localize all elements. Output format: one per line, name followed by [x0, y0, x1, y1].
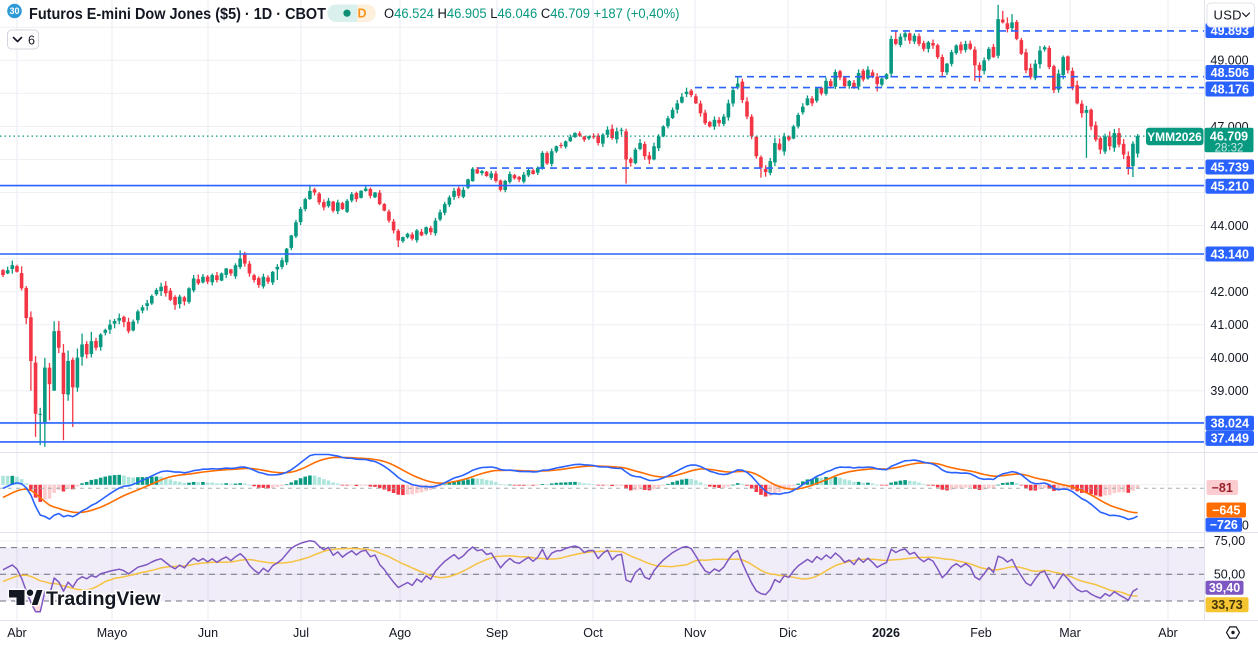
svg-text:45.739: 45.739 — [1211, 160, 1249, 174]
svg-text:45.210: 45.210 — [1211, 180, 1249, 194]
svg-text:37.449: 37.449 — [1211, 432, 1249, 446]
svg-text:38.024: 38.024 — [1211, 417, 1249, 431]
svg-text:Nov: Nov — [684, 626, 707, 640]
svg-text:Sep: Sep — [486, 626, 508, 640]
svg-text:Dic: Dic — [779, 626, 797, 640]
svg-text:40.000: 40.000 — [1210, 351, 1248, 365]
svg-text:33,73: 33,73 — [1211, 598, 1242, 612]
svg-text:Mar: Mar — [1059, 626, 1081, 640]
svg-text:46.709: 46.709 — [1210, 129, 1248, 143]
svg-text:Feb: Feb — [970, 626, 992, 640]
svg-text:75,00: 75,00 — [1214, 534, 1245, 548]
svg-text:39,40: 39,40 — [1209, 581, 1240, 595]
svg-text:28:32: 28:32 — [1215, 142, 1244, 154]
svg-text:43.140: 43.140 — [1211, 247, 1249, 261]
svg-text:44.000: 44.000 — [1210, 219, 1248, 233]
svg-text:Mayo: Mayo — [97, 626, 128, 640]
svg-text:Abr: Abr — [7, 626, 26, 640]
svg-text:D: D — [357, 7, 366, 21]
svg-text:−81: −81 — [1212, 481, 1233, 495]
svg-text:30: 30 — [9, 6, 19, 16]
svg-text:YMM2026: YMM2026 — [1147, 130, 1202, 144]
svg-text:39.000: 39.000 — [1210, 384, 1248, 398]
svg-text:TradingView: TradingView — [46, 588, 161, 610]
svg-text:Futuros E-mini Dow Jones ($5): Futuros E-mini Dow Jones ($5) · 1D · CBO… — [29, 6, 326, 23]
svg-text:Oct: Oct — [583, 626, 603, 640]
svg-text:USD: USD — [1214, 8, 1242, 23]
svg-text:42.000: 42.000 — [1210, 285, 1248, 299]
svg-text:50,00: 50,00 — [1214, 568, 1245, 582]
svg-text:Jun: Jun — [198, 626, 218, 640]
svg-text:Abr: Abr — [1158, 626, 1177, 640]
svg-text:6: 6 — [28, 34, 35, 48]
svg-text:41.000: 41.000 — [1210, 318, 1248, 332]
svg-text:Ago: Ago — [389, 626, 411, 640]
svg-text:−645: −645 — [1212, 503, 1240, 517]
svg-text:−726: −726 — [1210, 518, 1238, 532]
svg-text:O46.524 H46.905 L46.046 C46.70: O46.524 H46.905 L46.046 C46.709 +187 (+0… — [384, 6, 680, 21]
svg-text:48.176: 48.176 — [1211, 82, 1249, 96]
svg-text:2026: 2026 — [872, 626, 900, 640]
svg-text:48.506: 48.506 — [1211, 66, 1249, 80]
svg-text:49.000: 49.000 — [1210, 54, 1248, 68]
svg-text:Jul: Jul — [293, 626, 309, 640]
